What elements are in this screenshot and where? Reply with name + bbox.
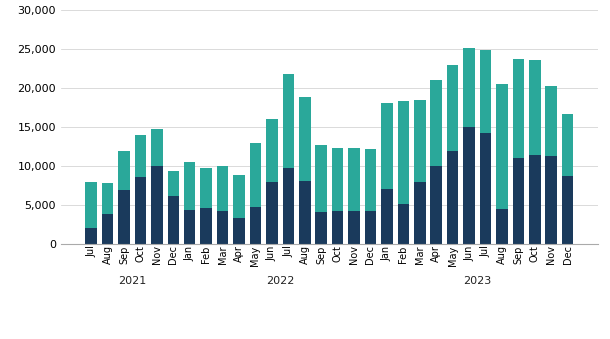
Bar [348, 148, 360, 211]
Bar [168, 171, 179, 196]
Bar [201, 168, 212, 208]
Bar [545, 86, 557, 156]
Bar [529, 155, 540, 244]
Bar [447, 151, 458, 244]
Bar [102, 215, 113, 244]
Text: 2021: 2021 [118, 276, 146, 286]
Bar [85, 182, 97, 228]
Bar [118, 151, 130, 190]
Text: 2023: 2023 [463, 276, 492, 286]
Bar [365, 149, 376, 211]
Bar [85, 228, 97, 244]
Bar [118, 190, 130, 244]
Bar [464, 127, 475, 244]
Bar [282, 74, 294, 168]
Bar [266, 182, 278, 244]
Bar [168, 196, 179, 244]
Bar [282, 168, 294, 244]
Bar [529, 60, 540, 155]
Bar [332, 211, 343, 244]
Bar [512, 59, 524, 158]
Bar [365, 211, 376, 244]
Bar [135, 177, 146, 244]
Bar [135, 135, 146, 177]
Bar [398, 101, 409, 203]
Bar [201, 208, 212, 244]
Bar [217, 211, 228, 244]
Bar [348, 211, 360, 244]
Bar [184, 210, 195, 244]
Bar [398, 203, 409, 244]
Bar [266, 119, 278, 182]
Bar [381, 189, 393, 244]
Bar [381, 103, 393, 189]
Bar [184, 162, 195, 210]
Bar [414, 182, 426, 244]
Bar [299, 181, 310, 244]
Bar [431, 80, 442, 166]
Bar [249, 143, 261, 207]
Bar [431, 166, 442, 244]
Bar [496, 209, 508, 244]
Bar [299, 97, 310, 181]
Bar [479, 133, 491, 244]
Bar [151, 166, 163, 244]
Bar [217, 166, 228, 211]
Bar [151, 129, 163, 166]
Bar [512, 158, 524, 244]
Bar [315, 212, 327, 244]
Bar [233, 218, 245, 244]
Bar [332, 148, 343, 211]
Bar [414, 100, 426, 182]
Bar [249, 207, 261, 244]
Bar [496, 84, 508, 209]
Bar [562, 114, 573, 176]
Bar [233, 175, 245, 218]
Bar [464, 47, 475, 127]
Bar [447, 65, 458, 151]
Bar [562, 176, 573, 244]
Bar [545, 156, 557, 244]
Bar [315, 145, 327, 212]
Bar [102, 183, 113, 215]
Text: 2022: 2022 [266, 276, 294, 286]
Bar [479, 50, 491, 133]
